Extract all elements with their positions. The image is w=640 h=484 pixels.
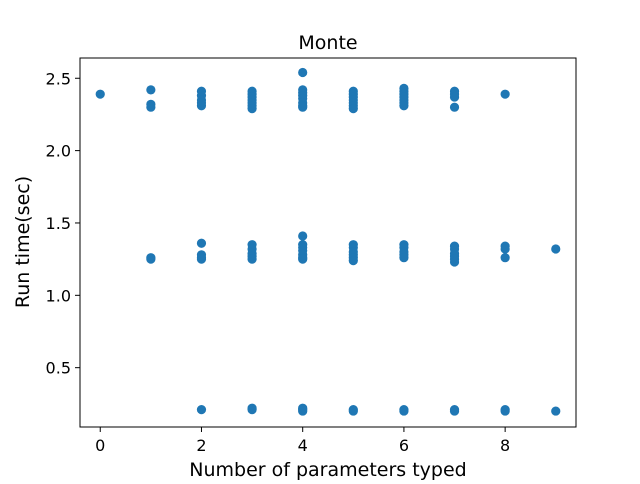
data-point bbox=[449, 406, 460, 416]
y-tick-label: 1.5 bbox=[46, 214, 71, 233]
data-point bbox=[146, 85, 156, 95]
points-layer bbox=[95, 67, 561, 416]
data-point bbox=[500, 406, 510, 416]
x-tick-label: 6 bbox=[399, 436, 409, 455]
y-axis-label: Run time(sec) bbox=[12, 176, 34, 308]
data-point bbox=[146, 254, 156, 264]
data-point bbox=[298, 231, 308, 241]
ticks-layer: 0 2 4 6 8 0.5 1.0 1.5 2.0 2.5 bbox=[46, 69, 511, 455]
data-point bbox=[399, 406, 409, 416]
data-point bbox=[399, 101, 409, 111]
plot-area bbox=[80, 58, 576, 427]
data-point bbox=[551, 406, 561, 416]
x-tick-label: 0 bbox=[95, 436, 105, 455]
axes-frame bbox=[79, 57, 577, 428]
data-point bbox=[196, 254, 207, 264]
data-point bbox=[449, 257, 460, 267]
data-point bbox=[247, 254, 257, 264]
data-point bbox=[449, 92, 460, 102]
x-tick-label: 8 bbox=[500, 436, 510, 455]
data-point bbox=[247, 104, 257, 114]
y-tick-label: 2.5 bbox=[46, 69, 71, 88]
data-point bbox=[196, 101, 207, 111]
data-point bbox=[298, 102, 308, 112]
data-point bbox=[348, 255, 358, 266]
data-point bbox=[298, 254, 308, 264]
data-point bbox=[500, 253, 510, 263]
y-tick-label: 0.5 bbox=[46, 359, 71, 378]
data-point bbox=[399, 253, 409, 263]
data-point bbox=[551, 244, 561, 254]
x-tick-label: 2 bbox=[196, 436, 206, 455]
data-point bbox=[95, 89, 105, 99]
y-tick-label: 1.0 bbox=[46, 286, 71, 305]
data-point bbox=[298, 406, 308, 416]
data-point bbox=[146, 102, 156, 112]
y-tick-label: 2.0 bbox=[46, 142, 71, 161]
data-point bbox=[500, 89, 510, 99]
x-tick-label: 4 bbox=[298, 436, 308, 455]
data-point bbox=[348, 104, 358, 114]
data-point bbox=[348, 406, 358, 416]
x-axis-label: Number of parameters typed bbox=[189, 459, 466, 480]
data-point bbox=[196, 405, 207, 415]
data-point bbox=[500, 244, 510, 254]
data-point bbox=[247, 405, 257, 415]
data-point bbox=[449, 102, 460, 112]
chart-title: Monte bbox=[298, 32, 357, 54]
data-point bbox=[196, 238, 207, 248]
data-point bbox=[298, 67, 308, 78]
